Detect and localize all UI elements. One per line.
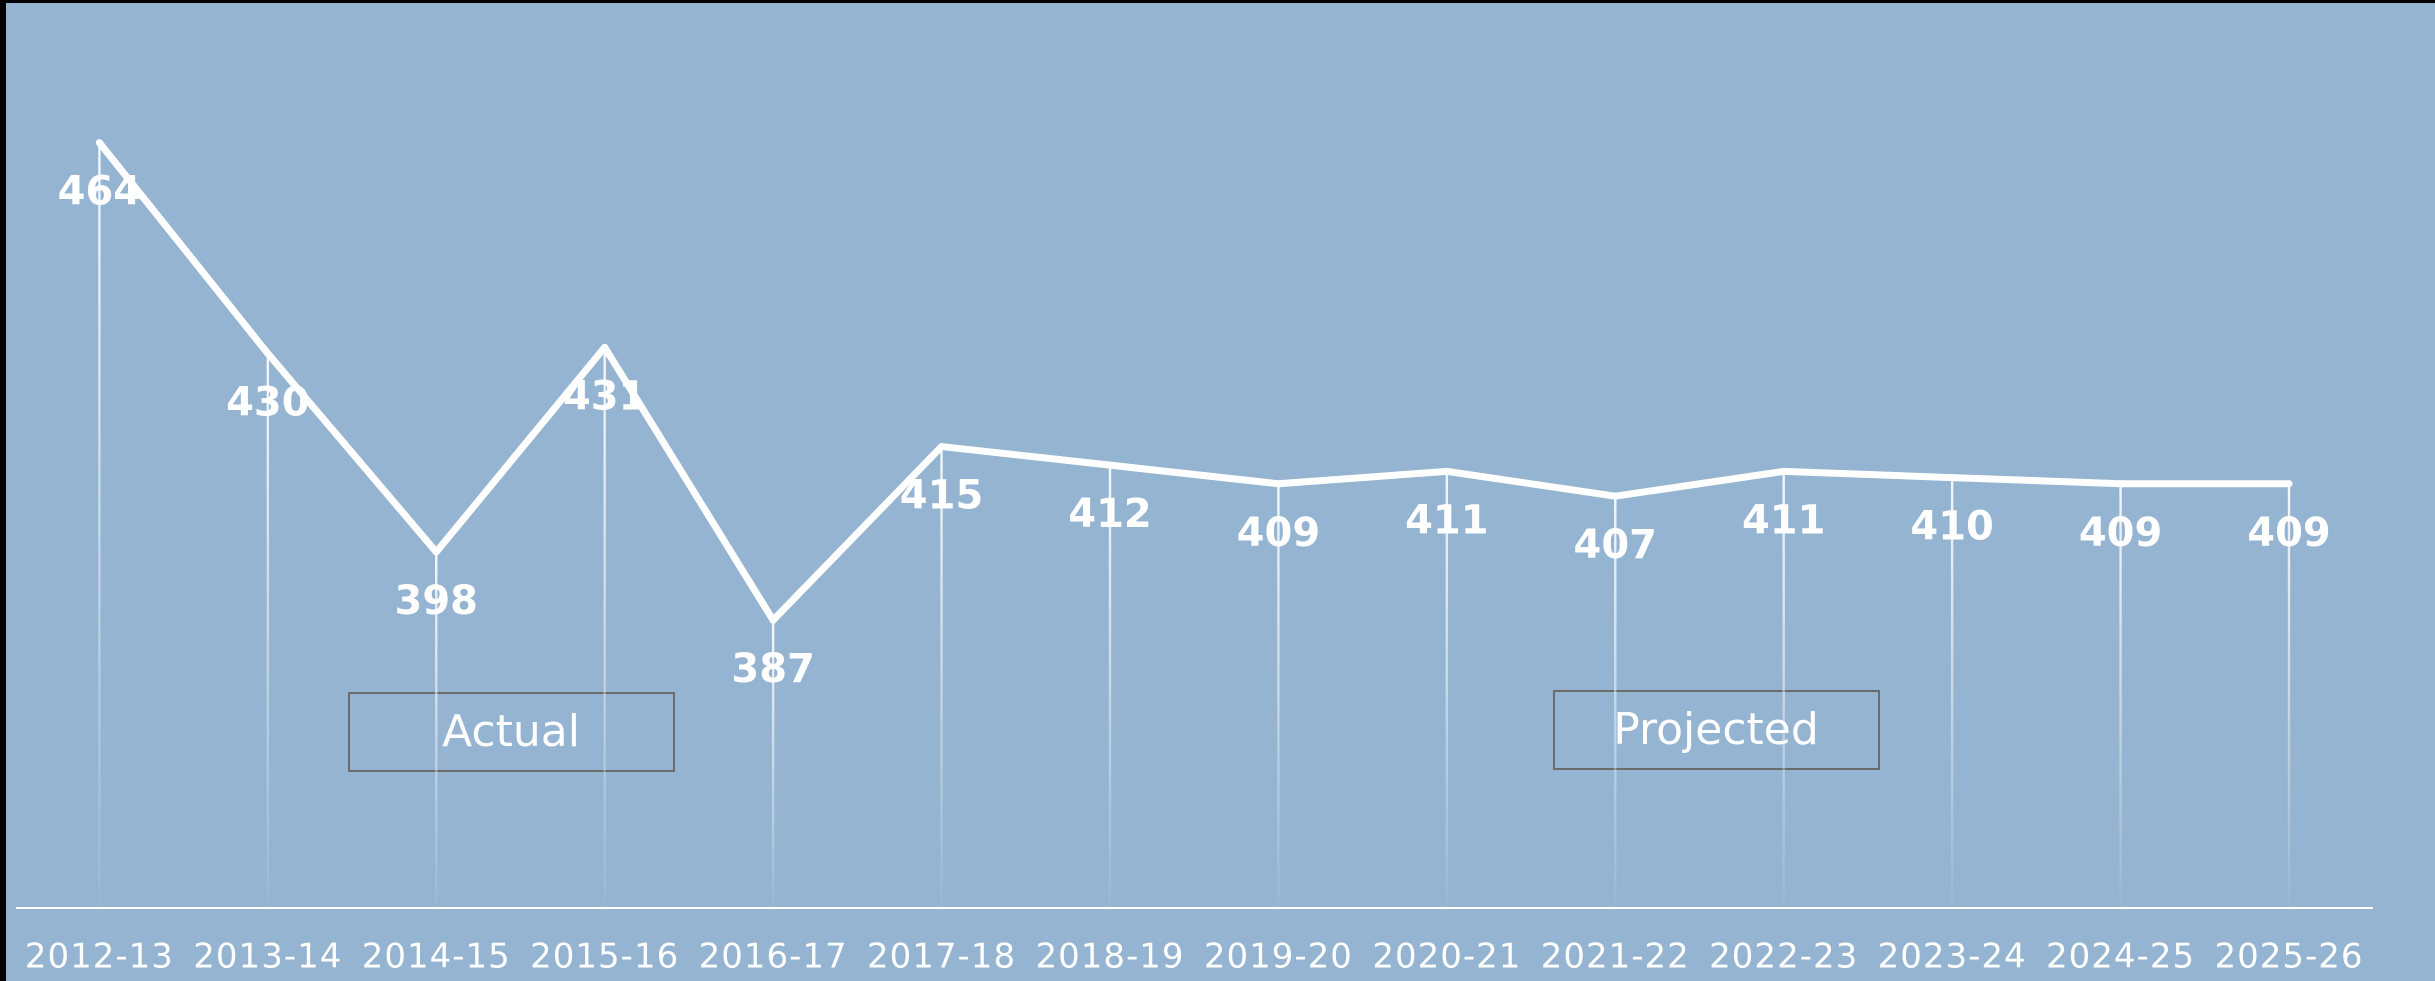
x-tick-label: 2017-18 <box>867 937 1016 977</box>
drop-line <box>98 142 101 908</box>
drop-line <box>435 551 438 908</box>
x-tick-label: 2018-19 <box>1035 937 1184 977</box>
point <box>938 443 946 451</box>
drop-line <box>1950 477 1954 908</box>
x-tick-label: 2023-24 <box>1878 937 2027 977</box>
point <box>1274 480 1282 488</box>
data-label: 464 <box>58 169 142 215</box>
drop-line <box>1782 471 1785 908</box>
point <box>1611 492 1619 500</box>
annotation-box <box>348 692 675 772</box>
drop-line <box>771 620 775 908</box>
x-tick-label: 2014-15 <box>362 937 511 977</box>
drop-line <box>1445 471 1449 908</box>
point <box>1780 467 1788 475</box>
drop-line <box>1277 483 1280 908</box>
data-label: 410 <box>1910 504 1994 550</box>
drop-line <box>940 446 943 908</box>
data-label: 409 <box>1237 510 1321 556</box>
data-label: 398 <box>395 578 479 624</box>
point <box>432 548 440 556</box>
point <box>1106 461 1114 469</box>
drop-line <box>2287 483 2291 908</box>
data-label: 409 <box>2079 510 2163 556</box>
point <box>2285 480 2293 488</box>
annotation: Projected <box>1613 704 1819 755</box>
annotation-box <box>1553 690 1880 770</box>
point <box>1443 467 1451 475</box>
data-label: 431 <box>563 373 647 419</box>
drop-line <box>1108 465 1112 908</box>
data-label: 409 <box>2247 510 2331 556</box>
point <box>264 350 272 358</box>
x-tick-label: 2025-26 <box>2214 937 2363 977</box>
point <box>1948 474 1956 482</box>
x-tick-label: 2022-23 <box>1709 937 1858 977</box>
line <box>96 140 2289 624</box>
x-tick-label: 2021-22 <box>1541 937 1690 977</box>
data-label: 430 <box>226 380 310 426</box>
data-label: 412 <box>1068 491 1152 537</box>
x-tick-label: 2013-14 <box>193 937 342 977</box>
data-label: 415 <box>900 473 984 519</box>
x-tick-label: 2020-21 <box>1372 937 1521 977</box>
drop-line <box>603 347 606 909</box>
x-tick-label: 2015-16 <box>530 937 679 977</box>
x-tick-label: 2012-13 <box>25 937 174 977</box>
data-label: 411 <box>1405 497 1489 543</box>
drop-line <box>1614 496 1617 908</box>
data-label: 387 <box>731 646 815 692</box>
x-tick-label: 2016-17 <box>699 937 848 977</box>
point <box>2117 480 2125 488</box>
drop-line <box>266 353 270 908</box>
drop-line <box>2119 483 2122 908</box>
point <box>95 139 103 147</box>
data-label: 407 <box>1574 522 1658 568</box>
point <box>769 616 777 624</box>
x-tick-label: 2019-20 <box>1204 937 1353 977</box>
data-label: 411 <box>1742 497 1826 543</box>
plot-background <box>6 3 2435 981</box>
annotation: Actual <box>442 706 580 757</box>
x-tick-label: 2024-25 <box>2046 937 2195 977</box>
point <box>601 343 609 351</box>
